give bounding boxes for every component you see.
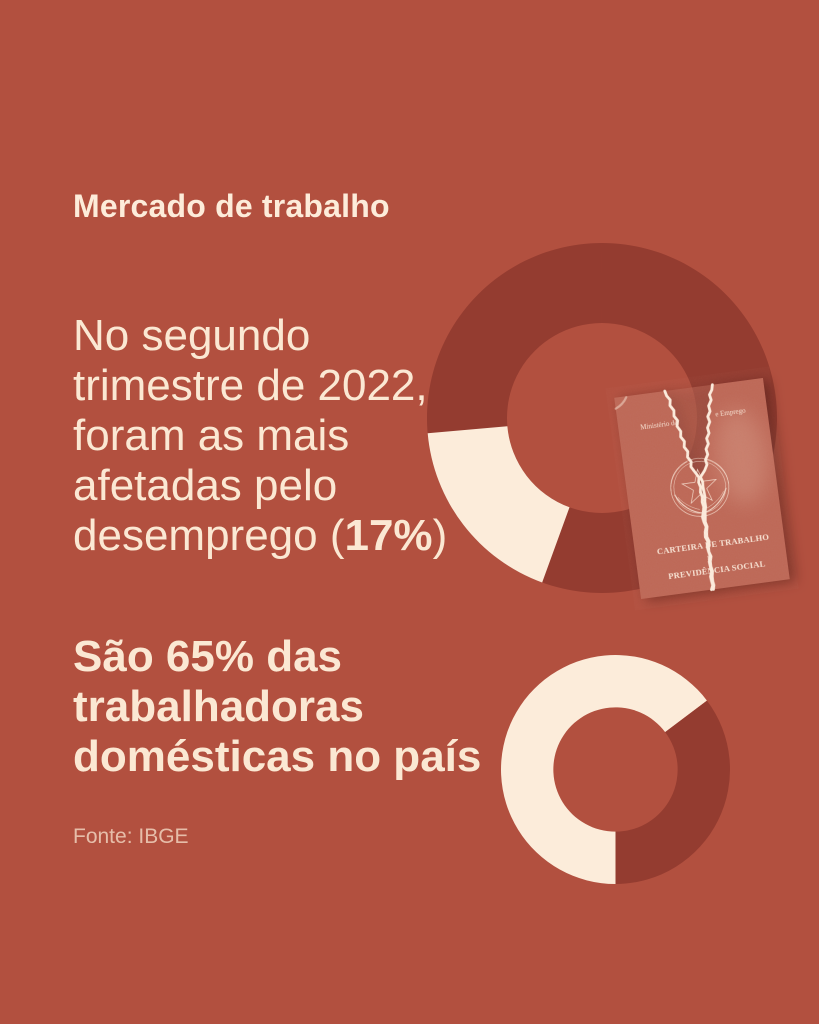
svg-text:E: E: [707, 554, 712, 561]
